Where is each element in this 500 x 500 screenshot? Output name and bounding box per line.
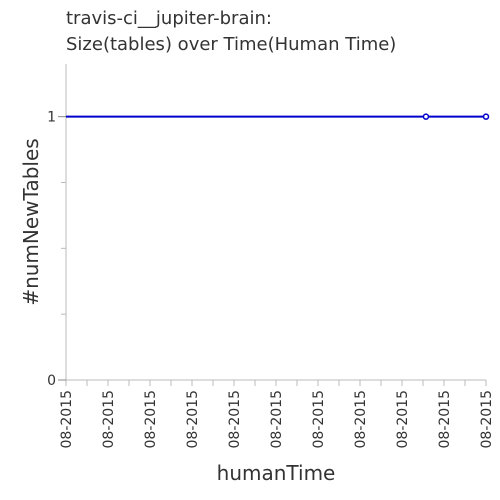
series-group (66, 114, 489, 119)
x-tick-label: 08-2015 (143, 390, 159, 449)
x-tick-label: 08-2015 (353, 390, 369, 449)
x-tick-label: 08-2015 (311, 390, 327, 449)
x-tick-label: 08-2015 (269, 390, 285, 449)
y-tick-label: 0 (47, 373, 56, 389)
y-axis-ticks: 01 (47, 110, 66, 389)
data-point (423, 114, 428, 119)
y-tick-label: 1 (47, 110, 56, 126)
data-point (484, 114, 489, 119)
x-axis-label: humanTime (217, 461, 336, 485)
x-tick-label: 08-2015 (395, 390, 411, 449)
x-tick-label: 08-2015 (101, 390, 117, 449)
chart-title-line-2: Size(tables) over Time(Human Time) (66, 34, 396, 55)
x-tick-label: 08-2015 (437, 390, 453, 449)
x-tick-label: 08-2015 (59, 390, 75, 449)
chart-title-line-1: travis-ci__jupiter-brain: (66, 8, 272, 29)
axes (66, 64, 486, 380)
x-tick-label: 08-2015 (479, 390, 495, 449)
x-tick-label: 08-2015 (185, 390, 201, 449)
x-axis-ticks: 08-2015 08-2015 08-2015 08-2015 08-2015 08-20… (59, 380, 495, 449)
x-tick-label: 08-2015 (227, 390, 243, 449)
y-axis-label: #numNewTables (19, 138, 43, 305)
